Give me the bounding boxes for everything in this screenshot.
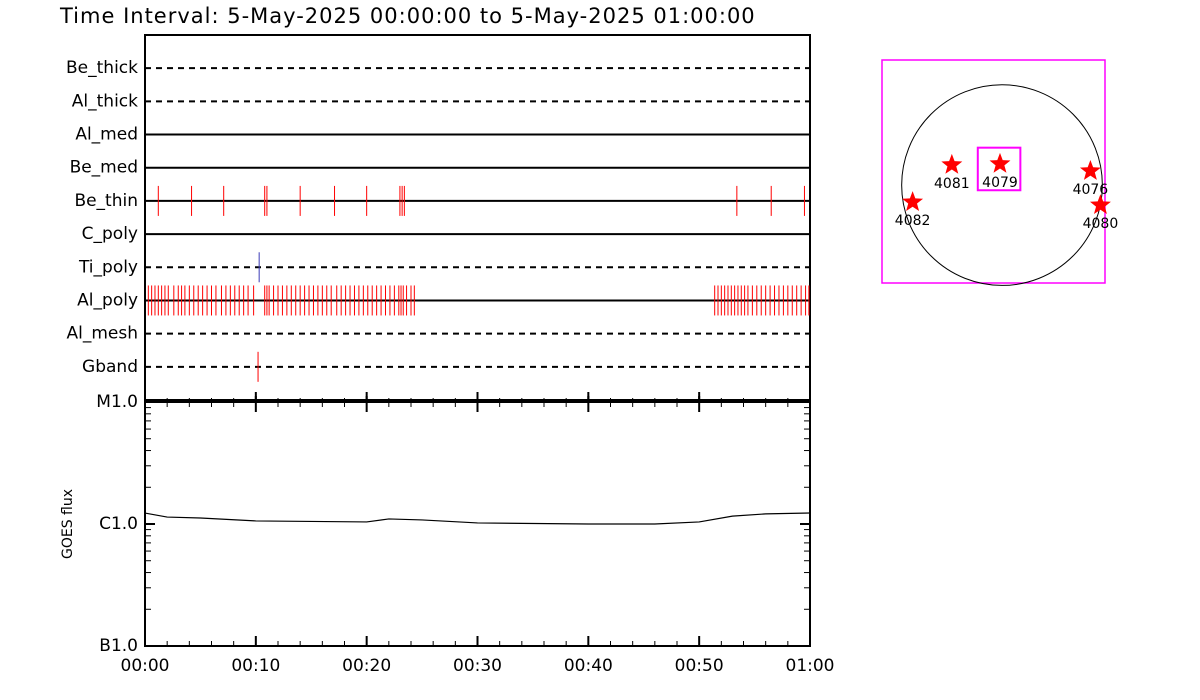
region-label: 4076 — [1073, 182, 1109, 198]
region-label: 4079 — [982, 175, 1018, 191]
goes-line — [144, 512, 811, 525]
row-label: Ti_poly — [78, 257, 138, 277]
region-star — [902, 191, 924, 212]
fov-box — [976, 146, 1022, 192]
x-tick-label: 00:00 — [121, 656, 170, 676]
x-tick-label: 00:10 — [231, 656, 280, 676]
x-tick-label: 00:50 — [675, 656, 724, 676]
x-tick-label: 00:40 — [564, 656, 613, 676]
row-label: Be_med — [70, 158, 138, 178]
row-label: Be_thick — [66, 58, 138, 78]
region-star — [941, 153, 963, 174]
row-label: Be_thin — [74, 191, 138, 211]
y-tick-label: B1.0 — [99, 636, 138, 656]
row-label: C_poly — [82, 224, 138, 244]
row-label: Al_thick — [72, 91, 138, 111]
y-tick-label: C1.0 — [99, 514, 138, 534]
solar-disk — [901, 84, 1103, 286]
region-star — [989, 152, 1011, 173]
x-tick-label: 00:20 — [342, 656, 391, 676]
region-label: 4081 — [934, 176, 970, 192]
x-tick-label: 00:30 — [453, 656, 502, 676]
map-frame — [881, 59, 1106, 284]
row-label: Gband — [82, 357, 138, 377]
y-tick-label: M1.0 — [96, 392, 138, 412]
region-star — [1079, 159, 1101, 180]
chart-title: Time Interval: 5-May-2025 00:00:00 to 5-… — [59, 4, 756, 28]
y-axis-label: GOES flux — [60, 489, 76, 559]
row-label: Al_med — [75, 125, 138, 145]
region-star — [1089, 194, 1111, 215]
x-tick-label: 01:00 — [786, 656, 835, 676]
row-label: Al_poly — [77, 290, 138, 310]
region-label: 4082 — [895, 213, 931, 229]
row-label: Al_mesh — [66, 324, 138, 344]
region-label: 4080 — [1083, 216, 1119, 232]
